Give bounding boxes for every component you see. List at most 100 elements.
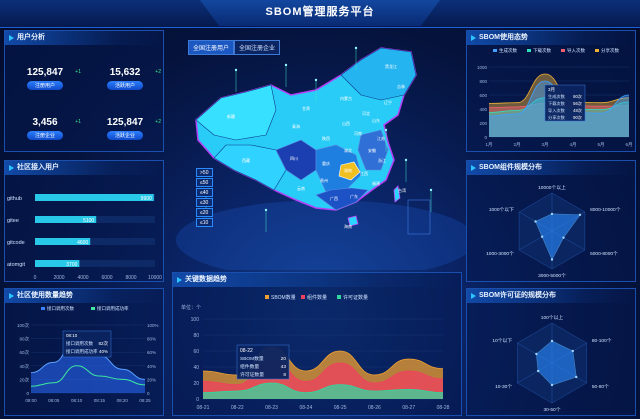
legend-swatch <box>265 295 269 299</box>
y-left-tick: 100次 <box>17 322 30 329</box>
component-dist-header: SBOM组件规模分布 <box>467 161 635 175</box>
bar-track <box>35 260 155 267</box>
stat-value: 125,847 <box>26 67 64 78</box>
radar-axis-label: 50-80个 <box>592 384 609 390</box>
map-beacon-dot <box>264 208 268 212</box>
province-label: 山东 <box>372 117 380 123</box>
province-label: 广东 <box>350 193 358 199</box>
y-tick: 400 <box>479 107 487 112</box>
bar <box>35 216 97 223</box>
legend-swatch <box>41 307 45 310</box>
radar-axis-label: 80-100个 <box>592 338 612 344</box>
province-label: 陕西 <box>322 135 330 141</box>
scale-le40[interactable]: ≤40 <box>196 188 213 197</box>
y-right-tick: 40% <box>147 364 156 369</box>
y-tick: 20 <box>193 381 199 387</box>
bar-value-label: 9900 <box>141 196 152 202</box>
radar-axis-label: 1000-3000个 <box>486 251 514 257</box>
y-tick: 800 <box>479 79 487 84</box>
x-tick: 08-21 <box>197 405 210 411</box>
radar-point <box>540 235 544 238</box>
sbom-usage-panel: SBOM使用态势 生成次数 下载次数 导入次数 分享次数 0 200 400 600 800 10… <box>466 30 636 152</box>
stat-delta: +1 <box>75 119 81 125</box>
legend-label: 下载次数 <box>533 47 551 54</box>
map-beacon-dot <box>384 128 388 132</box>
bar-category-label: atomgit <box>7 262 26 268</box>
tooltip-time: 08:10 <box>66 333 78 338</box>
y-tick: 200 <box>479 121 487 126</box>
map-tabs: 全国注册用户 全国注册企业 <box>188 40 281 55</box>
legend-swatch <box>301 295 305 299</box>
province-label: 台湾 <box>398 187 406 193</box>
x-tick: 08:10 <box>71 398 83 403</box>
x-tick: 4月 <box>569 142 576 148</box>
y-left-tick: 60次 <box>19 349 29 356</box>
bar-x-tick: 10000 <box>148 275 162 281</box>
legend-swatch <box>91 307 95 310</box>
x-tick: 08-23 <box>265 405 278 411</box>
stat-active-users: 15,632 +2 活跃用户 <box>85 67 165 90</box>
radar-point <box>550 383 554 387</box>
province-taiwan <box>393 185 401 203</box>
scale-le20[interactable]: ≤20 <box>196 208 213 217</box>
bar-value-label: 3700 <box>66 262 77 268</box>
radar-point <box>535 352 538 356</box>
province-hunan <box>338 161 361 181</box>
scale-le30[interactable]: ≤30 <box>196 198 213 207</box>
user-analysis-header: 用户分析 <box>5 31 163 45</box>
province-label: 甘肃 <box>302 105 310 111</box>
map-beacon-dot <box>234 68 238 72</box>
radar-point <box>550 258 554 261</box>
bar-x-tick: 6000 <box>101 275 112 281</box>
legend-label: 导入次数 <box>567 47 585 54</box>
x-tick: 08:05 <box>48 398 60 403</box>
bar-value-label: 5100 <box>83 218 94 224</box>
province-label: 浙江 <box>378 157 386 163</box>
radar-point <box>571 349 574 353</box>
x-tick: 08-28 <box>437 405 450 411</box>
bar <box>35 260 80 267</box>
south-sea-inset <box>407 199 431 235</box>
map-beacon-dot <box>284 63 288 67</box>
tab-national-users[interactable]: 全国注册用户 <box>188 40 235 55</box>
stat-label: 活跃用户 <box>106 81 143 90</box>
province-label: 新疆 <box>227 113 235 119</box>
bar-category-label: gitee <box>7 218 19 224</box>
radar-axis-label: 100个以上 <box>541 314 564 321</box>
key-data-panel: 关键数据趋势 SBOM数量 组件数量 许可证数量 单位：个 0 20 40 60 80 100 08… <box>172 272 462 416</box>
scale-le50[interactable]: ≤50 <box>196 178 213 187</box>
radar-point <box>536 369 540 373</box>
tab-national-enterprises[interactable]: 全国注册企业 <box>234 40 281 55</box>
province-label: 江苏 <box>377 135 385 141</box>
province-label: 云南 <box>297 185 305 191</box>
y-tick: 80 <box>193 333 199 339</box>
y-right-tick: 20% <box>147 377 156 382</box>
scale-le10[interactable]: ≤10 <box>196 218 213 227</box>
scale-gt50[interactable]: >50 <box>196 168 213 177</box>
province-label: 安徽 <box>368 147 376 153</box>
legend-swatch <box>527 49 531 52</box>
bar-x-tick: 2000 <box>53 275 64 281</box>
rate-line <box>30 365 146 387</box>
legend-label: 接口调用成功率 <box>97 305 129 312</box>
y-tick: 0 <box>484 135 487 140</box>
bar-x-tick: 8000 <box>125 275 136 281</box>
legend-swatch <box>493 49 497 52</box>
top-bar: SBOM管理服务平台 <box>0 0 640 28</box>
radar-axis-label: 10000个以上 <box>538 184 566 191</box>
map-beacon-dot <box>314 78 318 82</box>
radar-point <box>562 236 565 239</box>
map-glow <box>176 200 466 270</box>
province-label: 海南 <box>344 223 352 229</box>
tooltip-value: 20 <box>281 356 287 362</box>
key-data-header: 关键数据趋势 <box>173 273 461 287</box>
province-northeast <box>340 47 417 101</box>
bar <box>35 194 154 201</box>
community-users-header: 社区接入用户 <box>5 161 163 175</box>
y-axis-label: 单位：个 <box>181 304 201 311</box>
province-label: 山西 <box>342 120 350 126</box>
bar-value-label: 4600 <box>77 240 88 246</box>
bar-track <box>35 238 155 245</box>
map-scale-legend: >50 ≤50 ≤40 ≤30 ≤20 ≤10 <box>196 168 213 228</box>
y-left-tick: 20次 <box>19 376 29 383</box>
